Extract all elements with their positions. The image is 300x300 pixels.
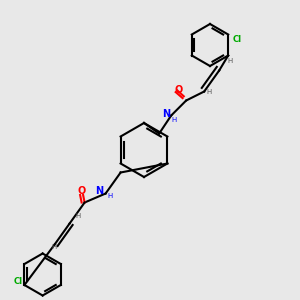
Text: H: H bbox=[52, 244, 57, 250]
Text: Cl: Cl bbox=[232, 34, 242, 43]
Text: H: H bbox=[227, 58, 232, 64]
Text: H: H bbox=[206, 89, 211, 95]
Text: N: N bbox=[96, 185, 104, 196]
Text: N: N bbox=[163, 109, 171, 119]
Text: Cl: Cl bbox=[14, 277, 23, 286]
Text: H: H bbox=[172, 116, 177, 122]
Text: O: O bbox=[175, 85, 183, 95]
Text: O: O bbox=[77, 185, 86, 196]
Text: H: H bbox=[76, 212, 81, 218]
Text: H: H bbox=[107, 193, 113, 199]
